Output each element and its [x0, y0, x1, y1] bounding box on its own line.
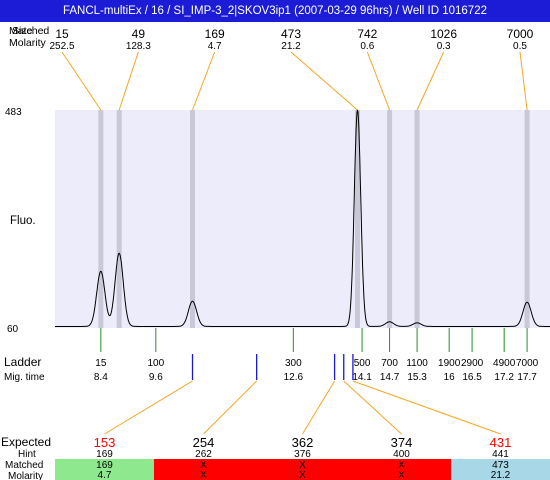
size-row-label: Size	[12, 25, 33, 37]
peak-connector-line	[416, 51, 445, 111]
peak-connector-line	[519, 51, 528, 111]
matched-molarity-label: 4.7	[98, 470, 112, 480]
matched-value-label: X	[299, 460, 306, 471]
peak-band	[355, 110, 360, 328]
matched-value-label: X	[398, 460, 405, 471]
molarity-row-label: Molarity	[9, 37, 47, 49]
expected-connector-line	[352, 380, 501, 435]
y-tick-bottom: 60	[7, 324, 19, 335]
peak-band	[116, 110, 122, 328]
ladder-size-label: 4900	[493, 358, 516, 369]
ladder-size-label: 2900	[461, 358, 484, 369]
peak-connector-line	[366, 51, 391, 111]
ladder-time-label: 15.3	[407, 372, 427, 383]
expected-size-label: 431	[490, 435, 512, 450]
ladder-time-label: 17.2	[494, 372, 514, 383]
ladder-time-label: 14.7	[380, 372, 400, 383]
ladder-size-label: 1100	[406, 358, 428, 369]
matched-molarity-label: X	[200, 470, 207, 480]
electropherogram-chart: 15 8.4 100 9.6 300 12.6 500 14.1 700 14.7 1100 15.3…	[1, 25, 550, 480]
size-overlap-label: Matched	[9, 25, 49, 37]
peak-band	[190, 110, 195, 328]
peak-size-label: 742	[357, 27, 377, 41]
ladder-size-label: 1900	[438, 358, 461, 369]
ladder-size-label: 500	[354, 358, 371, 369]
peak-molarity-label: 252.5	[49, 41, 74, 52]
peak-size-label: 15	[55, 27, 69, 41]
plot-area	[55, 110, 550, 328]
peak-molarity-label: 0.3	[437, 41, 451, 52]
ladder-time-label: 16.5	[462, 372, 482, 383]
hint-row-label: Hint	[18, 449, 36, 460]
peak-connector-line	[118, 51, 139, 111]
match-status-bar	[451, 459, 550, 480]
hint-label: 376	[294, 449, 311, 460]
peak-band	[524, 110, 530, 328]
peak-band	[98, 110, 104, 328]
ladder-size-label: 7000	[516, 358, 539, 369]
expected-size-label: 153	[94, 435, 116, 450]
peak-molarity-label: 4.7	[208, 41, 222, 52]
peak-size-label: 7000	[507, 27, 534, 41]
signal-trace	[55, 109, 550, 327]
ladder-time-label: 16	[444, 372, 456, 383]
expected-connector-line	[104, 380, 193, 435]
matched-molarity-label: 21.2	[491, 470, 511, 480]
peak-molarity-label: 0.6	[360, 41, 374, 52]
ladder-size-label: 300	[285, 358, 302, 369]
hint-label: 400	[393, 449, 410, 460]
matched-row-label: Matched	[5, 460, 43, 471]
peak-connector-line	[61, 51, 102, 111]
ladder-time-label: 9.6	[149, 372, 163, 383]
ladder-time-label: 14.1	[352, 372, 372, 383]
mig-time-row-label: Mig. time	[4, 372, 45, 383]
matched-value-label: 169	[96, 460, 113, 471]
match-status-bar	[154, 459, 451, 480]
peak-connector-line	[192, 51, 216, 111]
hint-label: 262	[195, 449, 212, 460]
ladder-time-label: 8.4	[94, 372, 108, 383]
matched-molarity-label: X	[398, 470, 405, 480]
match-status-bar	[55, 459, 154, 480]
peak-band	[387, 110, 393, 328]
ladder-time-label: 12.6	[284, 372, 304, 383]
expected-size-label: 254	[193, 435, 215, 450]
y-tick-top: 483	[5, 107, 22, 118]
matched-molarity-label: X	[299, 470, 306, 480]
title-bar: FANCL-multiEx / 16 / SI_IMP-3_2|SKOV3ip1…	[0, 0, 550, 22]
peak-size-label: 1026	[430, 27, 457, 41]
matched-value-label: 473	[492, 460, 509, 471]
expected-connector-line	[343, 380, 402, 435]
peak-molarity-label: 128.3	[126, 41, 151, 52]
peak-size-label: 49	[132, 27, 146, 41]
peak-band	[414, 110, 420, 328]
expected-connector-line	[302, 380, 336, 435]
peak-connector-line	[290, 51, 358, 111]
expected-row-label: Expected	[1, 435, 51, 449]
peak-size-label: 473	[281, 27, 301, 41]
fluo-axis-label: Fluo.	[10, 215, 36, 227]
hint-label: 169	[96, 449, 113, 460]
peak-size-label: 169	[205, 27, 225, 41]
expected-size-label: 374	[391, 435, 413, 450]
ladder-size-label: 100	[147, 358, 164, 369]
ladder-size-label: 15	[95, 358, 107, 369]
ladder-time-label: 17.7	[517, 372, 537, 383]
ladder-size-label: 700	[381, 358, 398, 369]
expected-connector-line	[203, 380, 258, 435]
peak-molarity-label: 0.5	[513, 41, 527, 52]
peak-molarity-label: 21.2	[281, 41, 301, 52]
matched-value-label: X	[200, 460, 207, 471]
hint-label: 441	[492, 449, 509, 460]
expected-size-label: 362	[292, 435, 314, 450]
ladder-row-label: Ladder	[4, 355, 41, 369]
molarity-bottom-row-label: Molarity	[8, 471, 43, 480]
